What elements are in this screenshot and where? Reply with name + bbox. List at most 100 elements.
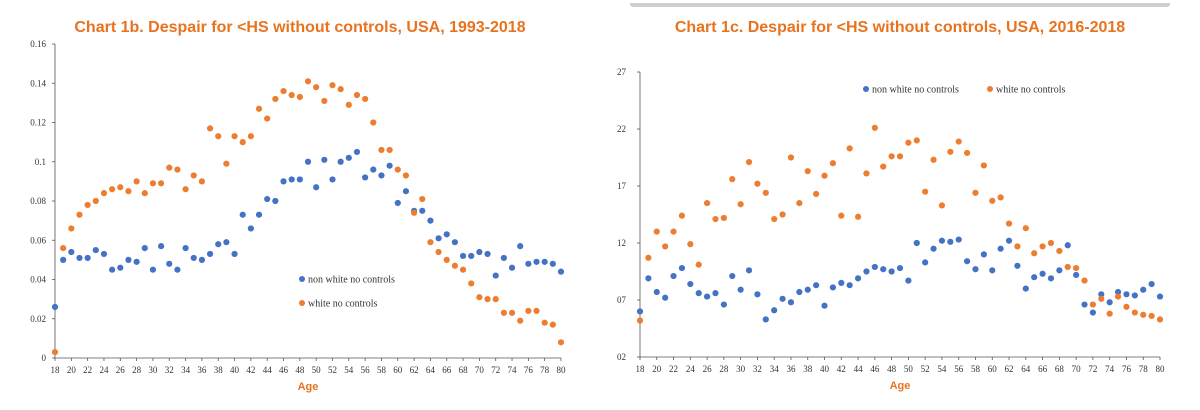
nonwhite-point [541,258,548,265]
white-point [100,190,108,197]
white-point [980,162,987,169]
x-tick-label: 28 [132,365,142,375]
x-tick-label: 28 [719,364,729,374]
nonwhite-point [1039,270,1046,277]
white-point [1081,277,1088,284]
white-point [386,146,393,154]
nonwhite-point [337,158,344,165]
white-point [796,200,803,207]
y-tick-label: 22 [617,124,626,134]
nonwhite-point [703,293,711,300]
y-tick-label: 27 [617,67,627,77]
nonwhite-point [76,254,83,262]
nonwhite-point [427,217,434,224]
nonwhite-point [997,245,1004,252]
nonwhite-point [821,302,828,309]
x-tick-label: 22 [669,364,678,374]
nonwhite-point [1131,292,1138,299]
white-point [427,239,434,246]
nonwhite-point [653,288,660,296]
nonwhite-point [141,245,148,252]
legend-marker-nonwhite [863,86,869,92]
white-point [787,154,795,161]
white-point [174,166,181,173]
nonwhite-point [1089,309,1097,316]
white-point [68,225,75,232]
x-tick-label: 76 [524,365,534,375]
white-point [215,133,222,140]
nonwhite-point [386,162,393,169]
nonwhite-point [846,282,853,289]
white-point [636,317,644,324]
white-point [854,213,862,220]
nonwhite-point [896,264,904,272]
chart-panel-1c: Chart 1c. Despair for <HS without contro… [600,0,1200,410]
x-tick-label: 58 [971,364,981,374]
x-tick-label: 56 [361,365,371,375]
white-point [125,188,132,195]
x-tick-label: 42 [837,364,846,374]
nonwhite-point [687,280,694,288]
nonwhite-point [84,254,91,262]
y-tick-label: 02 [617,352,626,362]
white-point [821,172,828,179]
x-tick-label: 74 [508,365,518,375]
nonwhite-point [712,290,719,297]
nonwhite-point [198,256,206,263]
nonwhite-point [443,231,450,238]
white-point [51,349,59,356]
x-tick-label: 76 [1122,364,1132,374]
x-tick-label: 34 [181,365,191,375]
white-point [1156,316,1164,323]
x-tick-label: 20 [67,365,77,375]
nonwhite-point [662,294,669,301]
x-tick-label: 34 [770,364,780,374]
x-tick-label: 78 [540,365,550,375]
nonwhite-point [68,248,75,256]
x-tick-label: 20 [652,364,662,374]
white-point [1064,263,1071,271]
scatter-plot-1b: 0 0.02 0.04 0.06 0.08 0.1 0.12 0.14 0.16 18 20 22 24… [30,39,567,393]
x-tick-label: 68 [1055,364,1065,374]
x-tick-label: 64 [426,365,436,375]
white-point [1148,312,1155,320]
x-tick-label: 38 [803,364,813,374]
white-point [1140,311,1147,318]
nonwhite-point [829,284,837,291]
nonwhite-point [125,256,132,263]
x-tick-label: 48 [887,364,897,374]
nonwhite-point [451,239,459,246]
nonwhite-point [557,268,565,275]
x-tick-label: 18 [51,365,61,375]
x-tick-label: 38 [214,365,224,375]
nonwhite-point [468,252,475,260]
white-point [712,215,719,223]
white-point [321,97,328,105]
white-point [997,194,1004,201]
nonwhite-point [92,246,99,254]
white-point [846,145,853,152]
x-tick-label: 68 [459,365,469,375]
chart-panel-1b: Chart 1b. Despair for <HS without contro… [30,19,567,393]
scatter-plot-1c: 02 07 12 17 22 27 18 20 22 24 26 28 30 32 34 36 38 40 42 44… [617,67,1165,392]
nonwhite-point [435,235,442,242]
white-point [60,245,67,252]
nonwhite-point [321,156,328,163]
white-point [1022,225,1029,232]
nonwhite-point [989,267,996,274]
x-tick-label: 60 [988,364,998,374]
white-point [419,195,426,203]
nonwhite-point [280,178,287,185]
nonwhite-point [938,237,946,244]
x-tick-label: 52 [328,365,337,375]
y-tick-label: 17 [617,181,627,191]
x-tick-label: 80 [557,365,567,375]
nonwhite-point [353,148,361,156]
y-tick-label: 0.06 [30,235,46,245]
white-point [272,95,279,103]
white-point [492,296,499,303]
nonwhite-point [149,266,157,273]
white-point [695,261,702,268]
nonwhite-point [370,166,377,173]
x-tick-label: 52 [921,364,930,374]
